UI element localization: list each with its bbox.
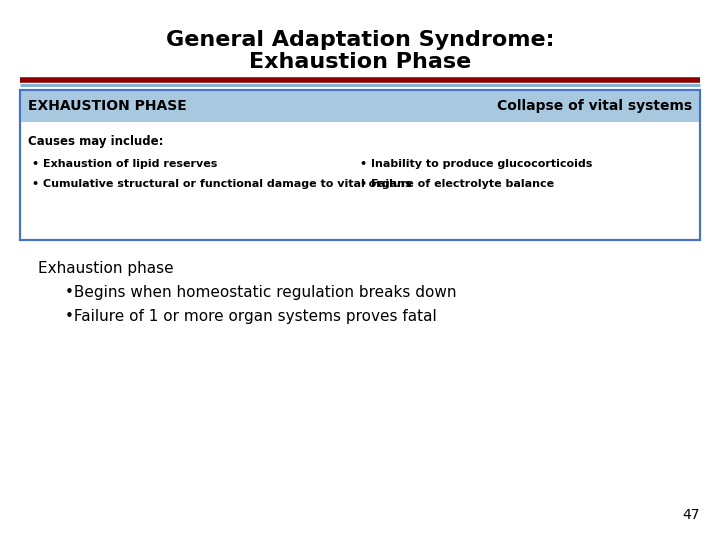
Text: • Inability to produce glucocorticoids: • Inability to produce glucocorticoids	[360, 159, 593, 169]
FancyBboxPatch shape	[20, 90, 700, 240]
Text: •Failure of 1 or more organ systems proves fatal: •Failure of 1 or more organ systems prov…	[65, 308, 437, 323]
FancyBboxPatch shape	[20, 90, 700, 122]
Text: Collapse of vital systems: Collapse of vital systems	[497, 99, 692, 113]
Text: • Failure of electrolyte balance: • Failure of electrolyte balance	[360, 179, 554, 189]
Text: Exhaustion Phase: Exhaustion Phase	[249, 52, 471, 72]
Text: EXHAUSTION PHASE: EXHAUSTION PHASE	[28, 99, 186, 113]
Text: • Cumulative structural or functional damage to vital organs: • Cumulative structural or functional da…	[32, 179, 412, 189]
Text: •Begins when homeostatic regulation breaks down: •Begins when homeostatic regulation brea…	[65, 285, 456, 300]
Text: Causes may include:: Causes may include:	[28, 136, 163, 148]
Text: General Adaptation Syndrome:: General Adaptation Syndrome:	[166, 30, 554, 50]
Text: 47: 47	[683, 508, 700, 522]
Text: Exhaustion phase: Exhaustion phase	[38, 260, 174, 275]
Text: • Exhaustion of lipid reserves: • Exhaustion of lipid reserves	[32, 159, 217, 169]
